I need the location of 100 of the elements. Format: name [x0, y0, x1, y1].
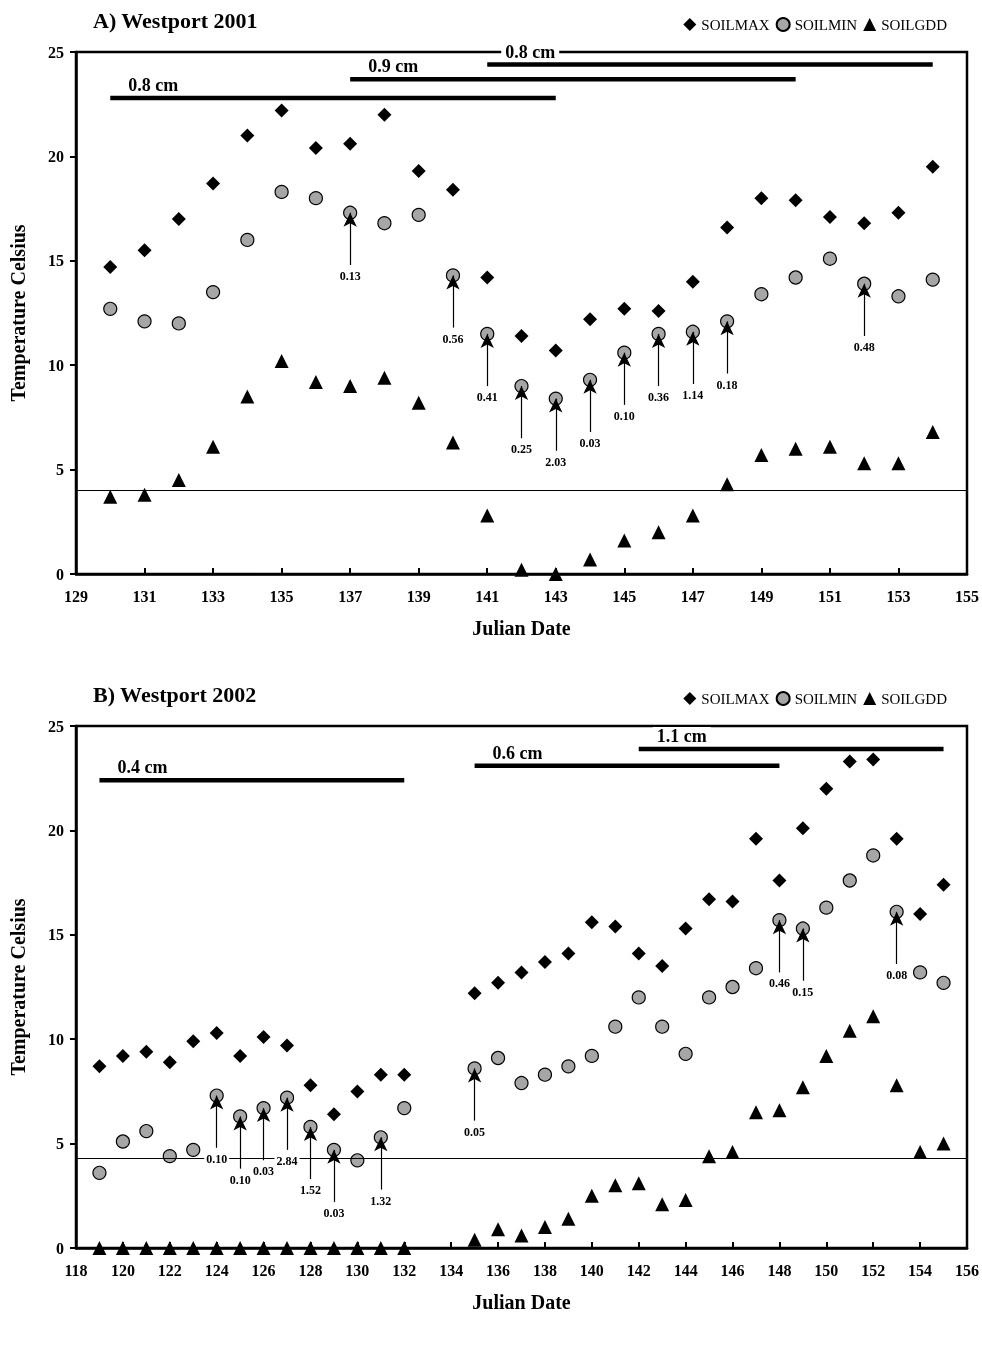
- point: [584, 1188, 599, 1203]
- x-tick-label: 122: [157, 1261, 182, 1279]
- point: [701, 990, 717, 1005]
- point: [115, 1134, 130, 1149]
- x-tick-label: 154: [908, 1261, 933, 1279]
- point: [583, 552, 598, 567]
- annotation: 0.03: [579, 436, 601, 451]
- point: [467, 1232, 482, 1247]
- x-tick-label: 142: [626, 1261, 651, 1279]
- point: [411, 164, 426, 179]
- x-tick-label: 143: [543, 587, 568, 605]
- point: [842, 754, 857, 769]
- point: [584, 1048, 599, 1063]
- annotation: 0.56: [442, 331, 464, 346]
- point: [377, 216, 392, 231]
- point: [561, 1059, 576, 1074]
- point: [514, 1075, 529, 1091]
- y-tick-label: 10: [48, 1030, 64, 1048]
- point: [795, 1080, 810, 1095]
- point: [754, 191, 769, 206]
- point: [377, 107, 392, 122]
- y-tick-label: 0: [56, 1239, 64, 1257]
- legend-label: SOILMIN: [794, 690, 858, 707]
- series-label: 0.6 cm: [492, 742, 543, 763]
- point: [936, 1136, 951, 1151]
- point: [748, 831, 763, 846]
- point: [308, 141, 323, 156]
- point: [514, 328, 529, 343]
- y-tick-label: 15: [48, 252, 64, 270]
- y-tick-label: 20: [48, 821, 64, 839]
- annotation: 0.03: [253, 1164, 275, 1179]
- point: [256, 1241, 271, 1255]
- x-tick-label: 139: [406, 587, 431, 605]
- point: [842, 873, 857, 888]
- point: [548, 567, 563, 581]
- point: [819, 781, 834, 796]
- point: [162, 1149, 177, 1164]
- point: [137, 314, 152, 329]
- x-tick-label: 156: [955, 1261, 979, 1279]
- x-tick-label: 155: [955, 587, 979, 605]
- annotation: 0.36: [648, 390, 670, 405]
- point: [139, 1123, 154, 1139]
- x-tick-label: 129: [64, 587, 88, 605]
- point: [350, 1153, 365, 1168]
- point: [584, 915, 599, 930]
- x-tick-label: 135: [269, 587, 294, 605]
- annotation: 2.84: [276, 1153, 298, 1168]
- point: [103, 301, 118, 316]
- point: [889, 1078, 904, 1093]
- point: [548, 343, 563, 358]
- point: [617, 301, 632, 316]
- point: [866, 752, 881, 767]
- point: [608, 919, 623, 934]
- point: [233, 1048, 248, 1063]
- point: [115, 1048, 130, 1063]
- x-tick-label: 126: [251, 1261, 276, 1279]
- point: [822, 209, 837, 224]
- x-tick-label: 120: [110, 1261, 135, 1279]
- point: [186, 1241, 201, 1255]
- point: [397, 1101, 412, 1116]
- point: [822, 439, 837, 454]
- point: [209, 1025, 224, 1040]
- point: [280, 1241, 295, 1255]
- point: [631, 946, 646, 961]
- x-tick-label: 138: [532, 1261, 557, 1279]
- point: [720, 220, 735, 235]
- point: [209, 1241, 224, 1255]
- point: [171, 473, 186, 488]
- point: [137, 243, 152, 258]
- annotation: 0.10: [613, 408, 635, 423]
- point: [936, 877, 951, 892]
- annotation: 0.18: [716, 377, 738, 392]
- point: [514, 562, 529, 577]
- point: [137, 487, 152, 502]
- point: [795, 821, 810, 836]
- point: [651, 303, 666, 318]
- point: [537, 954, 552, 969]
- point: [103, 260, 118, 275]
- point: [274, 354, 289, 369]
- point: [240, 232, 255, 248]
- x-tick-label: 150: [814, 1261, 839, 1279]
- y-tick-label: 0: [56, 565, 64, 583]
- point: [256, 1030, 271, 1045]
- point: [913, 965, 928, 980]
- point: [925, 159, 940, 174]
- point: [445, 435, 460, 450]
- point: [754, 287, 769, 302]
- point: [655, 1197, 670, 1212]
- point: [303, 1241, 318, 1255]
- point: [171, 316, 186, 331]
- y-axis-title: Temperature Celsius: [7, 898, 30, 1076]
- point: [925, 272, 940, 287]
- point: [467, 986, 482, 1001]
- point: [186, 1034, 201, 1049]
- legend-label: SOILGDD: [881, 16, 948, 33]
- series-label: 0.9 cm: [368, 56, 419, 77]
- x-tick-label: 124: [204, 1261, 229, 1279]
- x-tick-label: 145: [612, 587, 637, 605]
- point: [280, 1038, 295, 1053]
- point: [725, 979, 740, 995]
